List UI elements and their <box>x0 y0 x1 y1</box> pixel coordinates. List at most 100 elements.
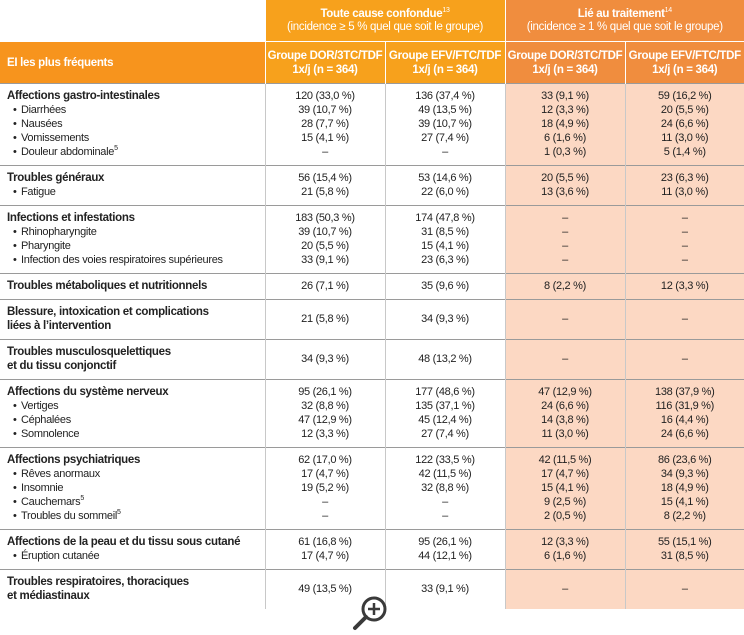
value-cell: 23 (6,3 %) 11 (3,0 %) <box>624 165 744 206</box>
item-value: 1 (0,3 %) <box>544 146 586 158</box>
item-value: 11 (3,0 %) <box>661 132 709 144</box>
column-header: Groupe DOR/3TC/TDF 1x/j (n = 364) <box>504 41 625 84</box>
value-cell: 20 (5,5 %) 13 (3,6 %) <box>504 165 625 206</box>
group-name: Troubles généraux <box>7 172 105 184</box>
item-text: Douleur abdominale <box>21 146 115 158</box>
item-text: Diarrhées <box>21 104 66 116</box>
item-value: 9 (2,5 %) <box>544 496 586 508</box>
group-value: 59 (16,2 %) <box>657 90 712 102</box>
item-name: Céphalées <box>7 413 265 427</box>
item-value: – <box>442 146 448 158</box>
item-value: 32 (8,8 %) <box>421 482 469 494</box>
group-value: 47 (12,9 %) <box>538 386 592 398</box>
zoom-icon[interactable] <box>350 592 390 632</box>
group-row: Affections du système nerveux Vertiges Cép… <box>0 379 744 448</box>
column-header: Groupe DOR/3TC/TDF 1x/j (n = 364) <box>264 41 385 84</box>
subtitle: (incidence ≥ 1 % quel que soit le groupe… <box>526 20 723 33</box>
value-cell: – – – – <box>504 205 625 274</box>
item-value: 31 (8,5 %) <box>660 550 709 562</box>
name-cell: Troubles généraux Fatigue <box>0 165 265 206</box>
group-name: Infections et infestations <box>7 212 135 224</box>
name-cell: Blessure, intoxication et complications l… <box>0 299 265 340</box>
group-value: 35 (9,6 %) <box>421 280 469 292</box>
group-row: Troubles généraux Fatigue 56 (15,4 %) 21 (5… <box>0 165 744 206</box>
group-row: Blessure, intoxication et complications l… <box>0 299 744 340</box>
value-cell: 61 (16,8 %) 17 (4,7 %) <box>264 529 385 570</box>
item-value: 2 (0,5 %) <box>544 510 586 522</box>
group-value: 12 (3,3 %) <box>660 280 709 292</box>
item-text: Troubles du sommeil <box>21 510 117 522</box>
group-value: 95 (26,1 %) <box>418 536 472 548</box>
name-cell: Infections et infestations Rhinopharyngit… <box>0 205 265 274</box>
item-text: Somnolence <box>21 428 80 440</box>
title: Lié au traitement <box>577 7 665 20</box>
group-name: Blessure, intoxication et complications <box>7 306 209 318</box>
name-cell: Affections gastro-intestinales Diarrhées N… <box>0 83 265 166</box>
item-value: 11 (3,0 %) <box>541 428 589 440</box>
group-value: 26 (7,1 %) <box>301 280 349 292</box>
item-value: 47 (12,9 %) <box>298 414 352 426</box>
group-name: Troubles respiratoires, thoraciques <box>7 576 189 588</box>
footnote: 5 <box>117 509 121 516</box>
item-value: 27 (7,4 %) <box>421 428 469 440</box>
group-value: 120 (33,0 %) <box>295 90 355 102</box>
value-cell: – – – – <box>624 205 744 274</box>
group-row: Affections de la peau et du tissu sous c… <box>0 529 744 570</box>
item-value: 17 (4,7 %) <box>301 550 349 562</box>
item-value: 135 (37,1 %) <box>415 400 475 412</box>
subtitle: (incidence ≥ 5 % quel que soit le groupe… <box>286 20 484 33</box>
group-value: 174 (47,8 %) <box>415 212 475 224</box>
item-value: 11 (3,0 %) <box>661 186 709 198</box>
group-name: Affections du système nerveux <box>7 386 169 398</box>
item-name: Rêves anormaux <box>7 467 265 481</box>
item-value: 15 (4,1 %) <box>421 240 469 252</box>
item-text: Fatigue <box>21 186 56 198</box>
item-text: Vomissements <box>21 132 89 144</box>
value-cell: 12 (3,3 %) <box>624 273 744 300</box>
item-text: Vertiges <box>21 400 59 412</box>
group-value: 33 (9,1 %) <box>421 583 469 595</box>
item-value: 32 (8,8 %) <box>301 400 349 412</box>
name-cell: Troubles métaboliques et nutritionnels <box>0 273 265 300</box>
line2: 1x/j (n = 364) <box>412 63 478 76</box>
item-value: 45 (12,4 %) <box>418 414 472 426</box>
item-name: Douleur abdominale5 <box>7 145 265 159</box>
item-value: – <box>562 240 568 252</box>
item-value: 8 (2,2 %) <box>663 510 706 522</box>
item-value: 15 (4,1 %) <box>541 482 589 494</box>
item-value: 18 (4,9 %) <box>660 482 709 494</box>
group-name: et médiastinaux <box>7 590 90 602</box>
column-header: Groupe EFV/FTC/TDF 1x/j (n = 364) <box>624 41 744 84</box>
name-cell: Troubles musculosquelettiques et du tissu… <box>0 339 265 380</box>
line1: Groupe DOR/3TC/TDF <box>267 49 383 62</box>
name-cell: Affections du système nerveux Vertiges Cép… <box>0 379 265 448</box>
group-value: 21 (5,8 %) <box>301 313 349 325</box>
group-value: 48 (13,2 %) <box>418 353 472 365</box>
name-cell: Affections psychiatriques Rêves anormaux I… <box>0 447 265 530</box>
sup: 13 <box>442 6 450 14</box>
item-text: Infection des voies respiratoires supéri… <box>21 254 223 266</box>
item-value: – <box>322 510 328 522</box>
column-header: Groupe EFV/FTC/TDF 1x/j (n = 364) <box>384 41 505 84</box>
group-value: – <box>562 583 568 595</box>
group-name: Troubles métaboliques et nutritionnels <box>7 280 208 292</box>
item-text: Cauchemars <box>21 496 81 508</box>
item-value: – <box>322 496 328 508</box>
item-value: 16 (4,4 %) <box>660 414 709 426</box>
value-cell: 120 (33,0 %) 39 (10,7 %) 28 (7,7 %) 15 (4,1… <box>264 83 385 166</box>
item-value: 24 (6,6 %) <box>541 400 589 412</box>
item-name: Rhinopharyngite <box>7 225 265 239</box>
group-value: 20 (5,5 %) <box>541 172 589 184</box>
group-row: Troubles respiratoires, thoraciques et mé… <box>0 569 744 609</box>
item-text: Rhinopharyngite <box>21 226 97 238</box>
item-value: 39 (10,7 %) <box>298 104 352 116</box>
group-row: Troubles musculosquelettiques et du tissu… <box>0 339 744 380</box>
group-value: – <box>681 313 688 325</box>
value-cell: 34 (9,3 %) <box>384 299 505 340</box>
line1: Groupe DOR/3TC/TDF <box>507 49 623 62</box>
item-value: 17 (4,7 %) <box>301 468 349 480</box>
line2: 1x/j (n = 364) <box>292 63 358 76</box>
group-value: 86 (23,6 %) <box>657 454 712 466</box>
item-value: – <box>442 496 448 508</box>
group-row: Infections et infestations Rhinopharyngit… <box>0 205 744 274</box>
